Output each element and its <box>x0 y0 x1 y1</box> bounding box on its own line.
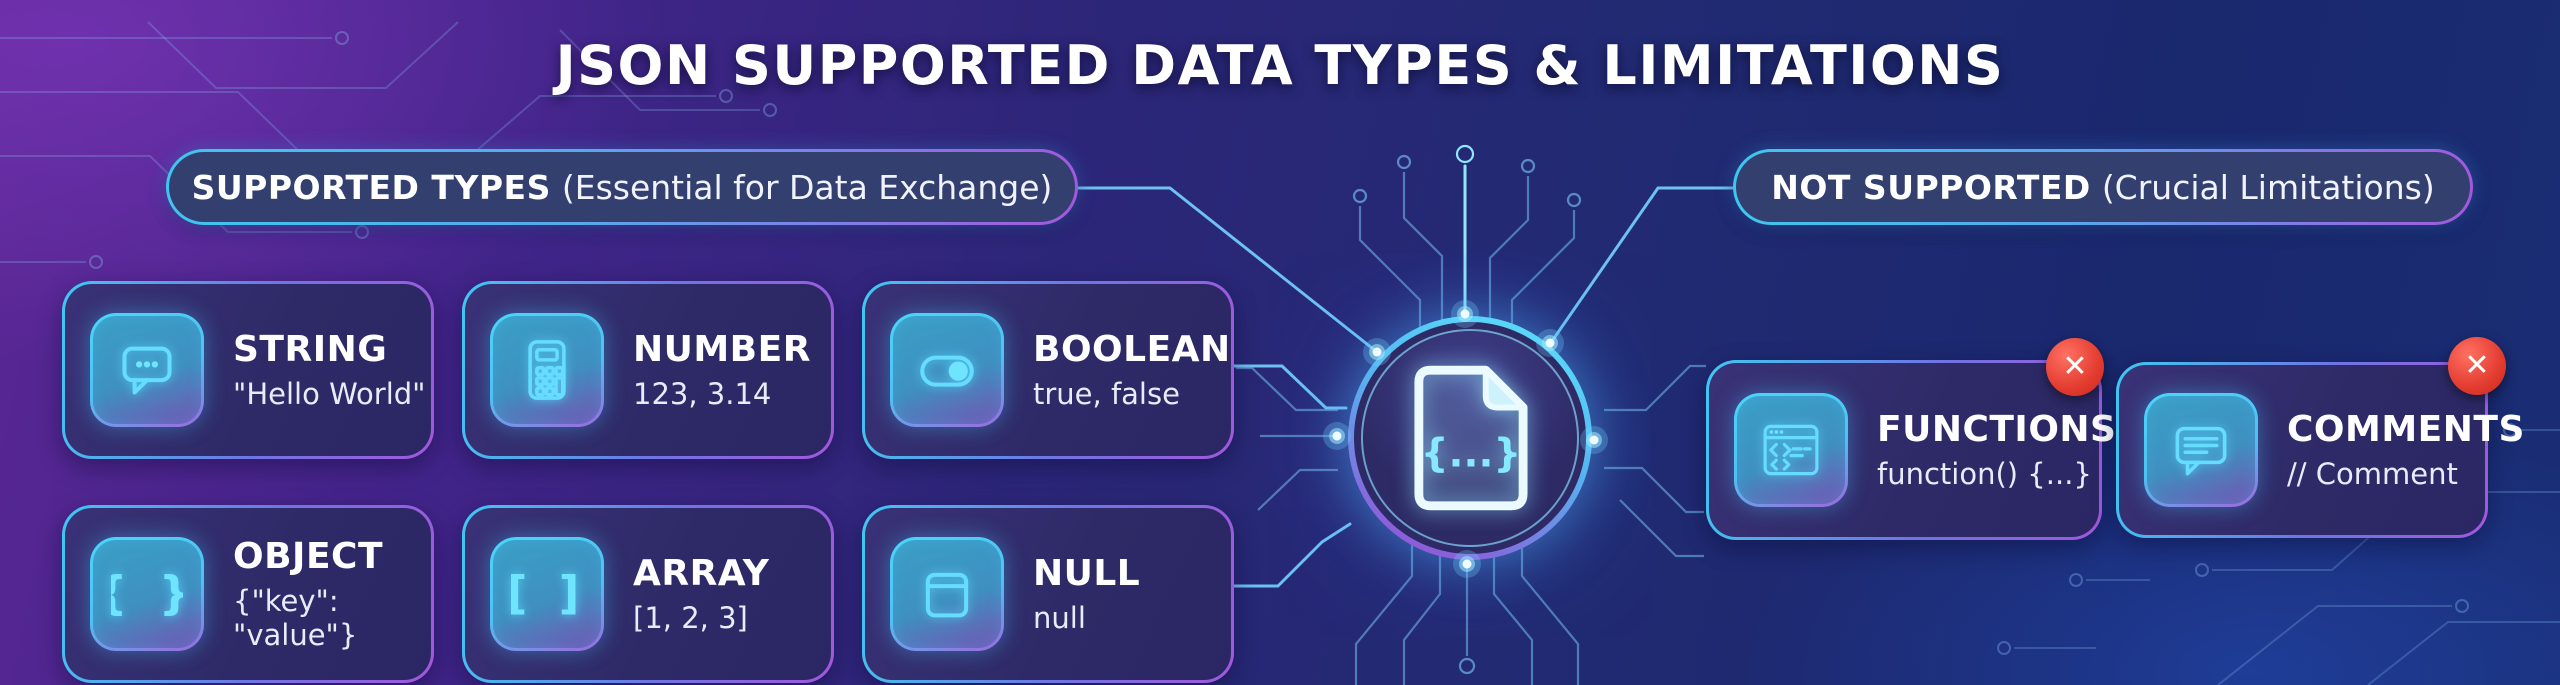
x-glyph: ✕ <box>2062 349 2088 384</box>
svg-text:{ }: { } <box>111 567 183 620</box>
type-name: OBJECT <box>233 536 384 577</box>
type-example: function() {...} <box>1877 457 2092 491</box>
code-window-icon <box>1734 393 1848 507</box>
chat-dots-icon <box>90 313 204 427</box>
type-name: NULL <box>1033 553 1141 594</box>
supported-types-label-note: (Essential for Data Exchange) <box>561 167 1053 207</box>
svg-text:[ ]: [ ] <box>511 567 583 620</box>
not-supported-label-bold: NOT SUPPORTED <box>1771 167 2091 207</box>
card-boolean: BOOLEAN true, false <box>862 281 1234 459</box>
not-supported-label: NOT SUPPORTED (Crucial Limitations) <box>1733 149 2473 225</box>
not-supported-label-note: (Crucial Limitations) <box>2101 167 2435 207</box>
supported-types-label: SUPPORTED TYPES (Essential for Data Exch… <box>166 149 1078 225</box>
type-example: 123, 3.14 <box>633 377 772 411</box>
type-name: FUNCTIONS <box>1877 409 2117 450</box>
card-functions: FUNCTIONS function() {...} <box>1706 360 2116 540</box>
brackets-icon: [ ] <box>490 537 604 651</box>
comment-lines-icon <box>2144 393 2258 507</box>
braces-icon: { } <box>90 537 204 651</box>
svg-text:{...}: {...} <box>1421 431 1522 477</box>
type-name: NUMBER <box>633 329 811 370</box>
card-string: STRING "Hello World" <box>62 281 434 459</box>
card-number: NUMBER 123, 3.14 <box>462 281 834 459</box>
type-example: // Comment <box>2287 457 2458 491</box>
type-example: true, false <box>1033 377 1180 411</box>
type-name: COMMENTS <box>2287 409 2525 450</box>
calculator-icon <box>490 313 604 427</box>
x-glyph: ✕ <box>2464 348 2490 383</box>
empty-window-icon <box>890 537 1004 651</box>
card-object: { } OBJECT {"key": "value"} <box>62 505 434 683</box>
type-example: [1, 2, 3] <box>633 601 748 635</box>
not-allowed-icon: ✕ <box>2448 337 2506 395</box>
card-null: NULL null <box>862 505 1234 683</box>
type-name: STRING <box>233 329 388 370</box>
card-array: [ ] ARRAY [1, 2, 3] <box>462 505 834 683</box>
toggle-icon <box>890 313 1004 427</box>
not-allowed-icon: ✕ <box>2046 338 2104 396</box>
card-comments: COMMENTS // Comment <box>2116 362 2524 538</box>
type-example: {"key": "value"} <box>233 584 358 652</box>
type-example: "Hello World" <box>233 377 426 411</box>
supported-types-label-bold: SUPPORTED TYPES <box>191 167 551 207</box>
type-name: BOOLEAN <box>1033 329 1231 370</box>
type-example: null <box>1033 601 1086 635</box>
type-name: ARRAY <box>633 553 770 594</box>
page-title: JSON SUPPORTED DATA TYPES & LIMITATIONS <box>555 34 2005 97</box>
json-file-icon: {...} <box>1348 316 1592 560</box>
